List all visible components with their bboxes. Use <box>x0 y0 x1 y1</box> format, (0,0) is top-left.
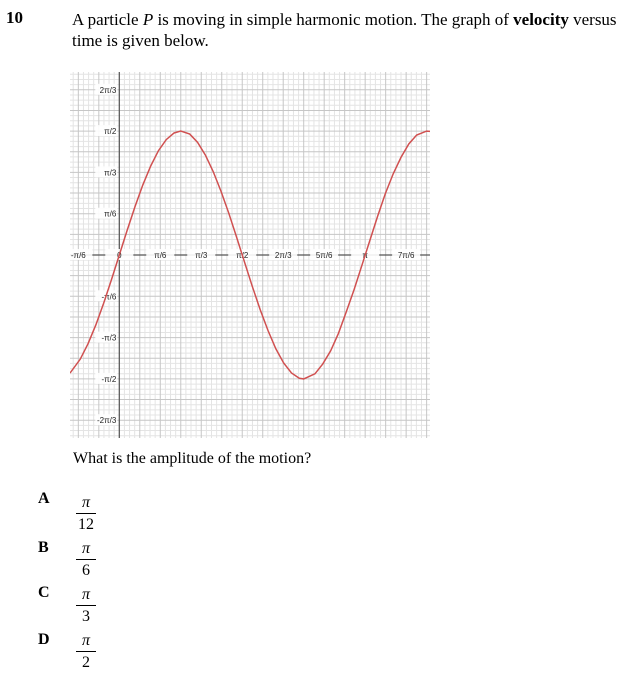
question-prompt: What is the amplitude of the motion? <box>73 450 312 467</box>
option-b-denominator: 6 <box>82 562 90 579</box>
y-tick-label-bg <box>95 331 118 343</box>
fraction-bar <box>76 605 96 606</box>
y-tick-label: π/6 <box>104 210 117 219</box>
y-tick-label: -π/6 <box>101 292 116 301</box>
option-d-denominator: 2 <box>82 654 90 671</box>
y-tick-label: -2π/3 <box>97 416 117 425</box>
x-tick-label-bg <box>70 249 93 260</box>
velocity-time-graph: -π/6 0 π/6 π/3 π/2 2π/3 5π/6 π 7π/6 2π/3π/2π/3π/… <box>70 72 430 438</box>
y-tick-label-bg <box>95 166 118 178</box>
option-c-letter: C <box>38 584 50 601</box>
question-text-part3: versus time is given below. <box>72 10 617 50</box>
question-text-part2: is moving in simple harmonic motion. The… <box>153 10 514 29</box>
option-c-denominator: 3 <box>82 608 90 625</box>
option-a-denominator: 12 <box>78 516 94 533</box>
velocity-emphasis: velocity <box>513 10 569 29</box>
x-tick-label: 2π/3 <box>275 251 292 260</box>
question-number: 10 <box>6 8 23 27</box>
option-b-numerator: π <box>81 540 90 557</box>
option-a-value[interactable]: π 12 <box>76 494 96 534</box>
option-d-numerator: π <box>81 632 90 649</box>
x-tick-label: π/6 <box>154 251 167 260</box>
y-tick-label: -π/3 <box>101 334 116 343</box>
x-tick-label-bg <box>187 249 216 260</box>
y-tick-label: π/2 <box>104 127 117 136</box>
x-tick-label: -π/6 <box>71 251 86 260</box>
fraction-bar <box>76 559 96 560</box>
x-tick-label: 7π/6 <box>398 251 415 260</box>
question-text-part1: A particle <box>72 10 143 29</box>
y-tick-label-bg <box>95 207 118 219</box>
y-tick-label-bg <box>95 83 118 95</box>
question-text: A particle P is moving in simple harmoni… <box>72 9 617 51</box>
y-tick-label: -π/2 <box>101 375 116 384</box>
y-tick-label-bg <box>95 372 118 384</box>
x-tick-label-bg <box>269 249 298 260</box>
x-tick-label-bg <box>392 249 421 260</box>
x-tick-label-bg <box>310 249 339 260</box>
grid-major <box>70 72 430 438</box>
option-a-letter: A <box>38 490 50 507</box>
option-a-numerator: π <box>81 494 90 511</box>
y-tick-label: π/3 <box>104 168 117 177</box>
x-tick-label: π/3 <box>195 251 208 260</box>
y-tick-label-bg <box>95 414 118 426</box>
particle-symbol: P <box>142 10 154 29</box>
x-tick-label: 5π/6 <box>316 251 333 260</box>
fraction-bar <box>76 513 96 514</box>
option-c-numerator: π <box>81 586 90 603</box>
y-tick-label-bg <box>95 125 118 137</box>
y-tick-label: 2π/3 <box>100 86 117 95</box>
velocity-curve <box>70 130 430 380</box>
fraction-bar <box>76 651 96 652</box>
x-tick-label-bg <box>146 249 175 260</box>
x-tick-labels: -π/6 0 π/6 π/3 π/2 2π/3 5π/6 π 7π/6 <box>70 249 421 260</box>
option-b-letter: B <box>38 539 49 556</box>
option-d-letter: D <box>38 631 50 648</box>
